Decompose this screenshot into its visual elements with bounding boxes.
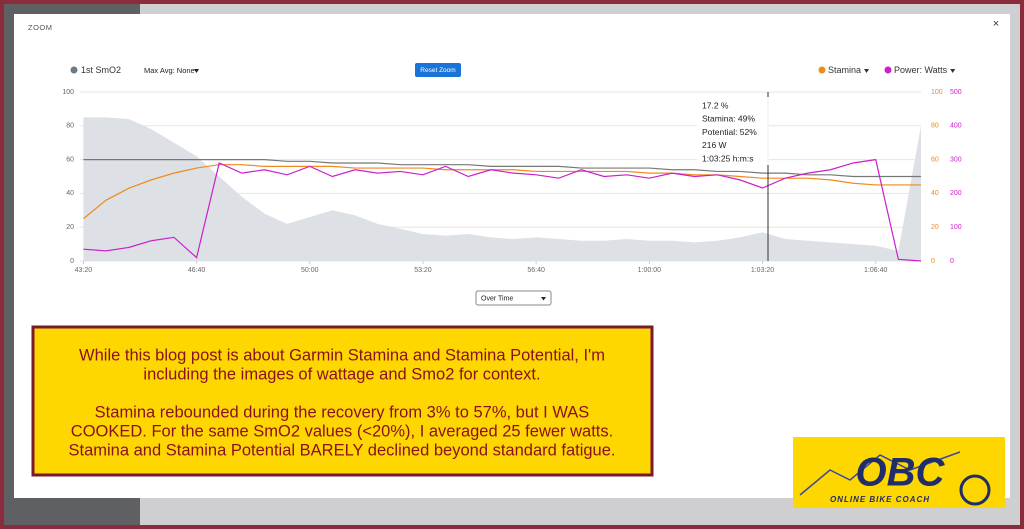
y-tick-label: 400 [950, 123, 962, 130]
legend-label: 1st SmO2 [81, 65, 121, 75]
y-tick-label: 60 [66, 156, 74, 163]
logo-box [793, 437, 1005, 508]
annotation-line: including the images of wattage and Smo2… [143, 365, 540, 383]
annotation-box [31, 325, 654, 477]
dropdown-label[interactable]: Over Time [481, 295, 513, 302]
legend-label: Stamina [828, 65, 861, 75]
line [83, 158, 922, 262]
y-tick-label: 100 [950, 224, 962, 231]
logo-graph [799, 451, 961, 496]
x-tick-label: 43:20 [75, 267, 93, 274]
tooltip-line: 17.2 % [702, 100, 729, 110]
tooltip-line: Potential: 52% [702, 127, 757, 137]
logo-name: OBC [856, 451, 946, 495]
annotation-line: Stamina rebounded during the recovery fr… [95, 403, 590, 421]
y-tick-label: 0 [70, 258, 74, 265]
area [83, 117, 921, 261]
annotation: While this blog post is about Garmin Sta… [69, 346, 616, 459]
reset-zoom-label[interactable]: Reset Zoom [420, 67, 455, 74]
dropdown[interactable] [475, 290, 552, 306]
y-tick-label: 20 [66, 224, 74, 231]
x-tick-label: 53:20 [414, 267, 432, 274]
y-tick-label: 40 [66, 190, 74, 197]
legend-marker [70, 66, 78, 74]
tooltip-text: 17.2 % Stamina: 49% Potential: 52% 216 W 1:0… [702, 100, 757, 163]
x-tick-label: 56:40 [527, 267, 545, 274]
legend-marker [818, 66, 826, 74]
annotation-line: While this blog post is about Garmin Sta… [79, 346, 605, 364]
line [83, 159, 921, 178]
tooltip-line: 216 W [702, 140, 727, 150]
x-tick-label: 50:00 [301, 267, 319, 274]
legend-marker [884, 66, 892, 74]
y-tick-label: 300 [950, 156, 962, 163]
y-tick-label: 80 [931, 123, 939, 130]
caret [194, 69, 199, 73]
y-tick-label: 100 [931, 89, 943, 96]
modal-title: ZOOM [28, 23, 53, 32]
reset-zoom[interactable] [415, 63, 461, 77]
logo-wheel [959, 474, 991, 506]
tooltip-line: Stamina: 49% [702, 114, 755, 124]
max-avg[interactable]: Max Avg: None [144, 66, 195, 75]
x-tick-label: 1:03:20 [751, 267, 774, 274]
y-tick-label: 80 [66, 123, 74, 130]
tooltip [697, 97, 769, 165]
caret [950, 69, 956, 73]
y-tick-label: 0 [950, 258, 954, 265]
y-tick-label: 60 [931, 156, 939, 163]
logo-tagline: ONLINE BIKE COACH [830, 495, 930, 504]
plot: 0 20 40 60 80 100 0 20 40 60 80 100 0 100 200 300 400 500… [62, 65, 961, 274]
annotation-line: COOKED. For the same SmO2 values (<20%),… [71, 422, 613, 440]
y-tick-label: 500 [950, 89, 962, 96]
tooltip-line: 1:03:25 h:m:s [702, 153, 754, 163]
annotation-line: Stamina and Stamina Potential BARELY dec… [69, 441, 616, 459]
legend-label: Power: Watts [894, 65, 948, 75]
y-tick-label: 100 [62, 89, 74, 96]
caret [864, 69, 870, 73]
caret [541, 297, 546, 301]
x-tick-label: 1:06:40 [864, 267, 887, 274]
y-tick-label: 20 [931, 224, 939, 231]
x-tick-label: 1:00:00 [638, 267, 661, 274]
close-button[interactable]: × [993, 18, 999, 30]
y-tick-label: 200 [950, 190, 962, 197]
x-tick-label: 46:40 [188, 267, 206, 274]
y-tick-label: 0 [931, 258, 935, 265]
y-tick-label: 40 [931, 190, 939, 197]
